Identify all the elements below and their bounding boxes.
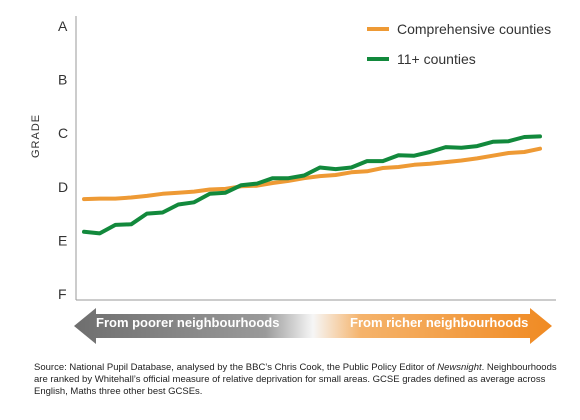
legend-label-comprehensive: Comprehensive counties	[397, 21, 552, 37]
source-note: Source: National Pupil Database, analyse…	[34, 362, 570, 398]
legend-swatch-selective	[367, 57, 389, 61]
source-italic: Newsnight	[437, 362, 482, 373]
arrow-label-richer: From richer neighbourhoods	[350, 315, 529, 330]
y-tick-label-c: C	[58, 125, 68, 141]
y-tick-label-f: F	[58, 286, 67, 302]
legend-item-selective: 11+ counties	[367, 44, 551, 74]
source-suffix: . Neighbourhoods are ranked by Whitehall…	[34, 362, 557, 397]
legend-label-selective: 11+ counties	[397, 51, 476, 67]
legend-swatch-comprehensive	[367, 27, 389, 31]
y-axis-label: GRADE	[30, 113, 42, 158]
y-tick-label-e: E	[58, 232, 67, 248]
legend-item-comprehensive: Comprehensive counties	[367, 14, 551, 44]
line-comprehensive	[82, 146, 542, 202]
arrow-label-poorer: From poorer neighbourhoods	[96, 315, 280, 330]
y-tick-label-d: D	[58, 179, 68, 195]
source-prefix: Source: National Pupil Database, analyse…	[34, 362, 438, 373]
neighbourhood-arrow	[74, 308, 552, 344]
y-tick-label-a: A	[58, 18, 68, 34]
line-11-plus	[82, 134, 542, 236]
legend: Comprehensive counties 11+ counties	[367, 14, 551, 74]
y-tick-label-b: B	[58, 72, 67, 88]
